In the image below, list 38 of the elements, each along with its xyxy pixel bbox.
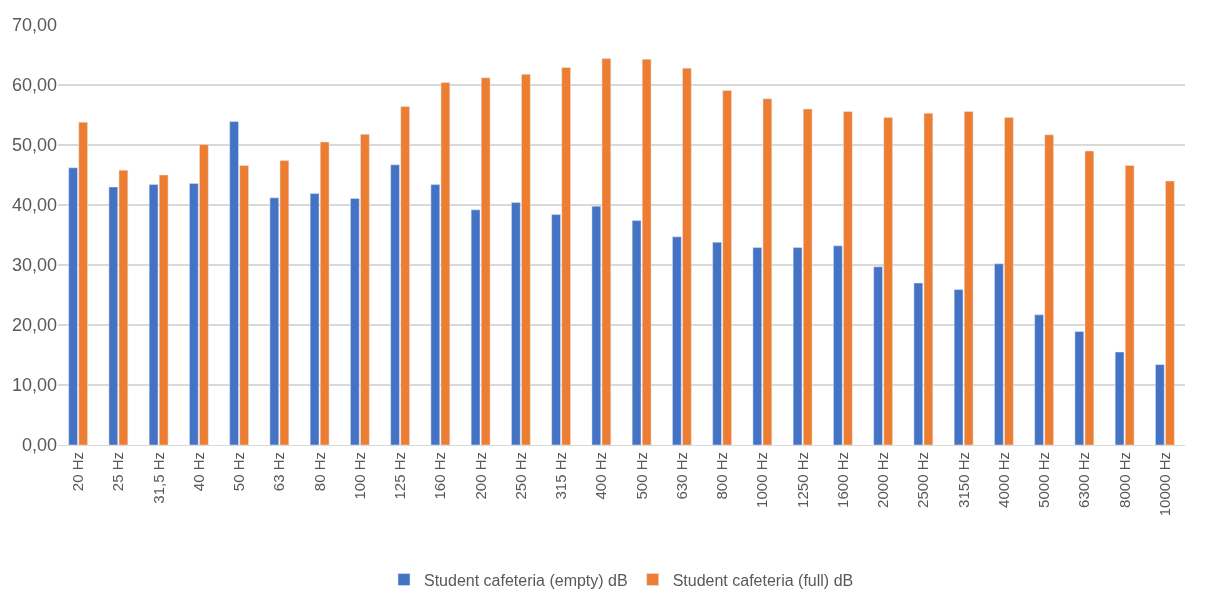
y-tick-label: 70,00 — [11, 15, 57, 36]
y-tick-label: 40,00 — [11, 195, 57, 216]
x-tick-label: 4000 Hz — [994, 452, 1012, 508]
y-tick-label: 30,00 — [11, 255, 57, 276]
y-tick-label: 10,00 — [11, 375, 57, 396]
x-tick-label: 200 Hz — [471, 452, 489, 500]
x-tick-label: 125 Hz — [391, 452, 409, 500]
y-tick-label: 60,00 — [11, 75, 57, 96]
x-tick-label: 8000 Hz — [1115, 452, 1133, 508]
x-tick-label: 50 Hz — [230, 452, 248, 492]
x-tick-label: 63 Hz — [270, 452, 288, 492]
x-tick-label: 100 Hz — [350, 452, 368, 500]
x-tick-label: 25 Hz — [109, 452, 127, 492]
x-tick-label: 5000 Hz — [1035, 452, 1053, 508]
x-tick-label: 31,5 Hz — [149, 452, 167, 504]
x-tick-label: 800 Hz — [713, 452, 731, 500]
y-tick-label: 0,00 — [21, 435, 57, 456]
x-tick-label: 2500 Hz — [914, 452, 932, 508]
legend-label: Student cafeteria (empty) dB — [424, 571, 628, 589]
y-tick-label: 20,00 — [11, 315, 57, 336]
x-tick-label: 1600 Hz — [833, 452, 851, 508]
x-tick-label: 630 Hz — [672, 452, 690, 500]
x-tick-label: 1000 Hz — [753, 452, 771, 508]
x-tick-label: 6300 Hz — [1075, 452, 1093, 508]
legend-label: Student cafeteria (full) dB — [672, 571, 854, 589]
x-tick-label: 40 Hz — [189, 452, 207, 492]
x-tick-label: 2000 Hz — [874, 452, 892, 508]
y-tick-label: 50,00 — [11, 135, 57, 156]
x-tick-label: 400 Hz — [592, 452, 610, 500]
x-tick-label: 20 Hz — [69, 452, 86, 492]
x-tick-label: 500 Hz — [632, 452, 650, 500]
x-tick-label: 1250 Hz — [793, 452, 811, 508]
x-tick-label: 80 Hz — [310, 452, 328, 492]
x-tick-label: 315 Hz — [552, 452, 570, 500]
x-tick-label: 10000 Hz — [1155, 452, 1173, 517]
x-tick-label: 250 Hz — [511, 452, 529, 500]
x-tick-label: 160 Hz — [431, 452, 449, 500]
x-tick-label: 3150 Hz — [954, 452, 972, 508]
